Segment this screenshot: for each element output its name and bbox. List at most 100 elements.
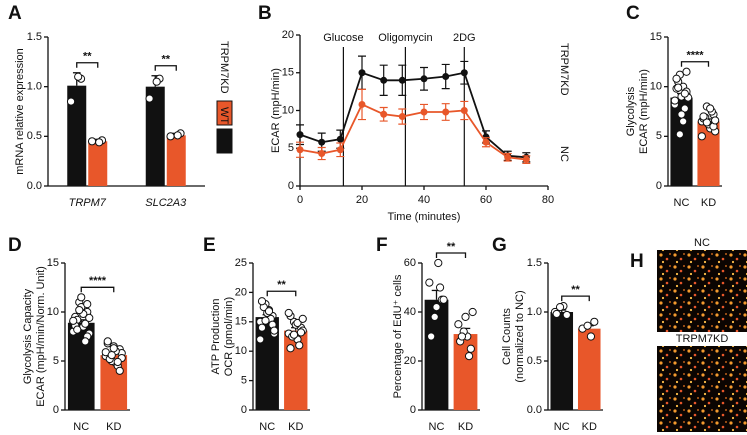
- legend-swatch: [216, 100, 233, 126]
- data-point: [427, 332, 436, 341]
- legend-label: NC: [558, 146, 570, 162]
- y-tick-label: 0: [288, 180, 294, 192]
- y-tick-label: 15: [282, 67, 294, 79]
- panel-letter: C: [626, 3, 640, 24]
- data-point: [257, 323, 267, 332]
- data-point: [672, 74, 681, 83]
- data-point: [145, 94, 154, 103]
- data-point: [670, 96, 679, 105]
- significance-bracket: [680, 61, 710, 67]
- data-point: [81, 337, 90, 346]
- data-point: [454, 320, 463, 329]
- y-tick-label: 60: [404, 257, 416, 269]
- y-tick-label: 20: [404, 355, 416, 367]
- y-tick-label: 15: [235, 316, 247, 328]
- x-tick-label: NC: [674, 197, 690, 209]
- y-axis-label: ECAR (mpH/min): [270, 68, 282, 153]
- event-label: 2DG: [453, 32, 476, 44]
- marker: [420, 75, 428, 83]
- y-axis-label: (normalized to NC): [514, 290, 526, 382]
- image-label: NC: [694, 237, 710, 249]
- data-point: [173, 131, 182, 140]
- y-tick-label: 40: [404, 306, 416, 318]
- y-tick-label: 10: [235, 345, 247, 357]
- data-point: [73, 325, 82, 334]
- y-axis-label: ECAR (mpH/min): [638, 69, 650, 154]
- x-tick-label: 20: [356, 194, 368, 206]
- marker: [336, 135, 344, 143]
- significance-label: **: [161, 54, 170, 66]
- series-line: [299, 103, 527, 161]
- marker: [398, 113, 406, 121]
- marker: [482, 138, 490, 146]
- marker: [460, 107, 468, 114]
- significance-label: ****: [686, 50, 704, 62]
- data-point: [69, 316, 78, 325]
- significance-label: ****: [89, 275, 107, 287]
- y-tick-label: 1.0: [27, 81, 42, 93]
- x-tick-label: KD: [701, 197, 716, 209]
- y-tick-label: 5: [288, 142, 294, 154]
- data-point: [103, 337, 112, 346]
- y-axis-label: Glycolysis Capacity: [22, 288, 34, 384]
- data-point: [711, 116, 720, 125]
- y-tick-label: 1.0: [527, 306, 542, 318]
- y-tick-label: 15: [650, 31, 662, 43]
- x-tick-label: 40: [418, 194, 430, 206]
- data-point: [87, 137, 97, 146]
- panel-letter: H: [630, 251, 644, 272]
- data-point: [81, 319, 90, 328]
- significance-label: **: [447, 241, 456, 253]
- panel-letter: F: [376, 235, 388, 256]
- event-label: Glucose: [323, 32, 363, 44]
- marker: [380, 76, 388, 84]
- marker: [358, 100, 366, 108]
- data-point: [590, 317, 599, 326]
- y-tick-label: 15: [47, 257, 59, 269]
- marker: [504, 153, 512, 161]
- y-tick-label: 0.5: [527, 355, 542, 367]
- data-point: [457, 332, 467, 341]
- y-tick-label: 5: [53, 355, 59, 367]
- y-tick-label: 5: [241, 375, 247, 387]
- data-point: [435, 283, 445, 292]
- y-tick-label: 5: [656, 130, 662, 142]
- marker: [336, 146, 344, 154]
- significance-label: **: [277, 279, 286, 291]
- y-tick-label: 25: [235, 257, 247, 269]
- significance-bracket: [76, 62, 99, 68]
- y-axis-label: mRNA relative expression: [14, 48, 26, 175]
- y-axis-label: OCR (pmol/min): [223, 297, 235, 376]
- marker: [296, 131, 304, 139]
- data-point: [256, 335, 265, 344]
- y-tick-label: 1.5: [527, 257, 542, 269]
- x-tick-label: KD: [288, 421, 303, 433]
- x-tick-label: NC: [429, 421, 445, 433]
- panel-letter: A: [8, 3, 22, 24]
- y-tick-label: 20: [282, 29, 294, 41]
- data-point: [75, 305, 84, 315]
- bar: [577, 328, 601, 410]
- x-tick-label: SLC2A3: [145, 197, 187, 209]
- data-point: [109, 344, 118, 353]
- y-tick-label: 10: [282, 104, 294, 116]
- data-point: [296, 328, 306, 337]
- data-point: [586, 332, 596, 341]
- x-tick-label: TRPM7: [69, 197, 107, 209]
- data-point: [257, 297, 267, 306]
- marker: [380, 110, 388, 118]
- data-point: [85, 313, 94, 322]
- y-tick-label: 20: [235, 286, 247, 298]
- y-tick-label: 10: [47, 306, 59, 318]
- data-point: [434, 258, 443, 268]
- data-point: [697, 132, 706, 141]
- marker: [442, 108, 450, 116]
- significance-label: **: [83, 51, 92, 63]
- event-label: Oligomycin: [378, 32, 432, 44]
- image-label: TRPM7KD: [676, 333, 729, 345]
- x-tick-label: 80: [542, 194, 554, 206]
- y-tick-label: 10: [650, 81, 662, 93]
- data-point: [682, 67, 691, 76]
- significance-bracket: [435, 252, 467, 258]
